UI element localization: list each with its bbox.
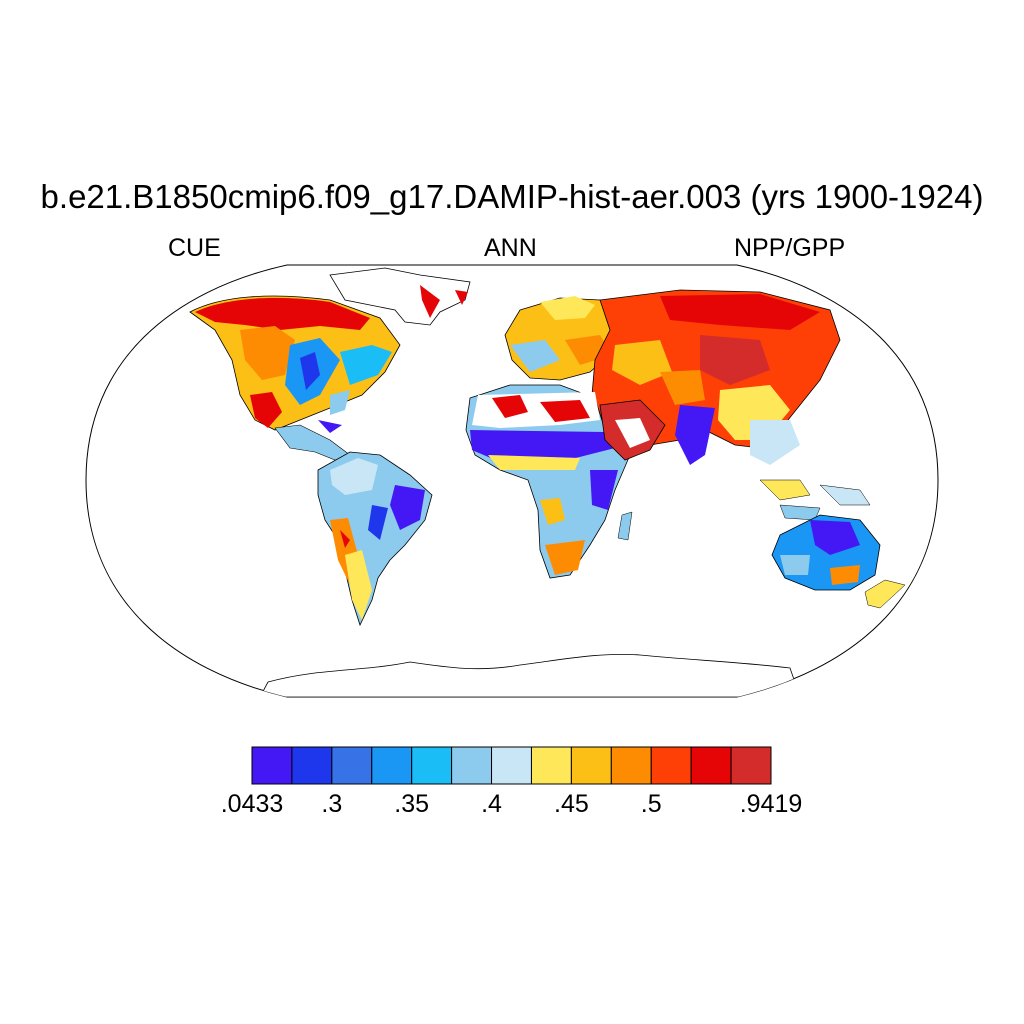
colorbar-swatch — [331, 746, 373, 785]
antarctica — [259, 653, 801, 697]
australia — [771, 514, 906, 609]
colorbar-swatch — [690, 746, 732, 785]
greenland — [329, 267, 471, 326]
north-america — [189, 295, 401, 463]
colorbar-swatch — [491, 746, 532, 785]
asia — [591, 289, 841, 465]
colorbar-tick-label: .5 — [640, 790, 662, 818]
colorbar-swatch — [730, 746, 772, 785]
colorbar-swatch — [530, 746, 572, 785]
plot-title: b.e21.B1850cmip6.f09_g17.DAMIP-hist-aer.… — [40, 178, 984, 215]
colorbar-tick-label: .9419 — [739, 790, 803, 818]
colorbar-tick-label: .45 — [553, 790, 589, 818]
colorbar-swatch — [251, 746, 293, 785]
colorbar-tick-label: .0433 — [220, 790, 284, 818]
africa — [465, 384, 633, 579]
south-america — [317, 451, 433, 627]
colorbar-swatch — [650, 746, 692, 785]
variable-label: CUE — [168, 234, 221, 262]
colorbar-tick-label: .35 — [394, 790, 430, 818]
colorbar-swatch — [451, 746, 493, 785]
colorbar-swatch — [291, 746, 333, 785]
colorbar-swatch — [371, 746, 413, 785]
field-label: NPP/GPP — [734, 234, 846, 262]
colorbar-swatch — [411, 746, 453, 785]
arabian-peninsula — [599, 399, 666, 461]
colorbar-swatch — [610, 746, 652, 785]
colorbar-tick-label: .3 — [321, 790, 343, 818]
colorbar-tick-label: .4 — [481, 790, 502, 818]
season-label: ANN — [484, 234, 537, 262]
colorbar-swatch — [570, 746, 612, 785]
